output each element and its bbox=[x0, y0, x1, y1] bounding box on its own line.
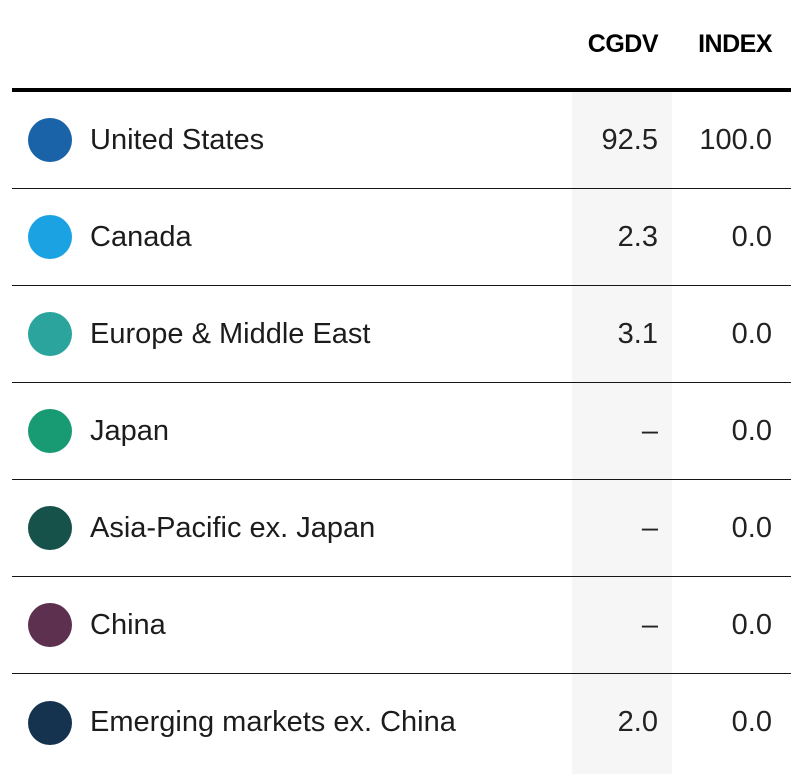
region-label: China bbox=[90, 608, 166, 641]
cgdv-value: – bbox=[641, 511, 658, 544]
index-value: 0.0 bbox=[731, 317, 772, 350]
cgdv-value: 2.3 bbox=[617, 220, 658, 253]
region-color-dot-icon bbox=[28, 409, 72, 453]
region-color-dot-icon bbox=[28, 215, 72, 259]
table-row: Europe & Middle East 3.1 0.0 bbox=[12, 286, 791, 383]
column-header-cgdv: CGDV bbox=[587, 29, 659, 58]
cgdv-value: – bbox=[641, 608, 658, 641]
cgdv-value: – bbox=[641, 414, 658, 447]
table-row: China – 0.0 bbox=[12, 577, 791, 674]
region-label: Canada bbox=[90, 220, 192, 253]
region-color-dot-icon bbox=[28, 312, 72, 356]
table-row: Asia-Pacific ex. Japan – 0.0 bbox=[12, 480, 791, 577]
region-label: Japan bbox=[90, 414, 170, 447]
index-value: 0.0 bbox=[731, 706, 772, 738]
index-value: 0.0 bbox=[731, 414, 772, 447]
region-label: Europe & Middle East bbox=[90, 317, 371, 350]
region-color-dot-icon bbox=[28, 603, 72, 647]
table-row: Emerging markets ex. China 2.0 0.0 bbox=[12, 674, 791, 771]
cgdv-value: 92.5 bbox=[601, 123, 658, 156]
table-row: Japan – 0.0 bbox=[12, 383, 791, 480]
table-row: Canada 2.3 0.0 bbox=[12, 189, 791, 286]
region-label: Asia-Pacific ex. Japan bbox=[90, 511, 376, 544]
table-body: United States 92.5 100.0 Canada 2.3 0.0 … bbox=[12, 92, 791, 771]
column-header-index: INDEX bbox=[698, 29, 772, 58]
cgdv-value: 2.0 bbox=[617, 706, 658, 738]
cgdv-column-stripe bbox=[572, 92, 672, 774]
index-value: 0.0 bbox=[731, 608, 772, 641]
index-value: 0.0 bbox=[731, 511, 772, 544]
region-label: United States bbox=[90, 123, 265, 156]
index-value: 100.0 bbox=[699, 123, 772, 156]
table-row: United States 92.5 100.0 bbox=[12, 92, 791, 189]
index-value: 0.0 bbox=[731, 220, 772, 253]
cgdv-value: 3.1 bbox=[617, 317, 658, 350]
region-weights-table: CGDV INDEX United States 92.5 100.0 Cana… bbox=[12, 0, 791, 771]
region-color-dot-icon bbox=[28, 700, 72, 745]
region-label: Emerging markets ex. China bbox=[90, 706, 456, 738]
region-color-dot-icon bbox=[28, 506, 72, 550]
table-header: CGDV INDEX bbox=[12, 0, 791, 92]
region-color-dot-icon bbox=[28, 118, 72, 162]
